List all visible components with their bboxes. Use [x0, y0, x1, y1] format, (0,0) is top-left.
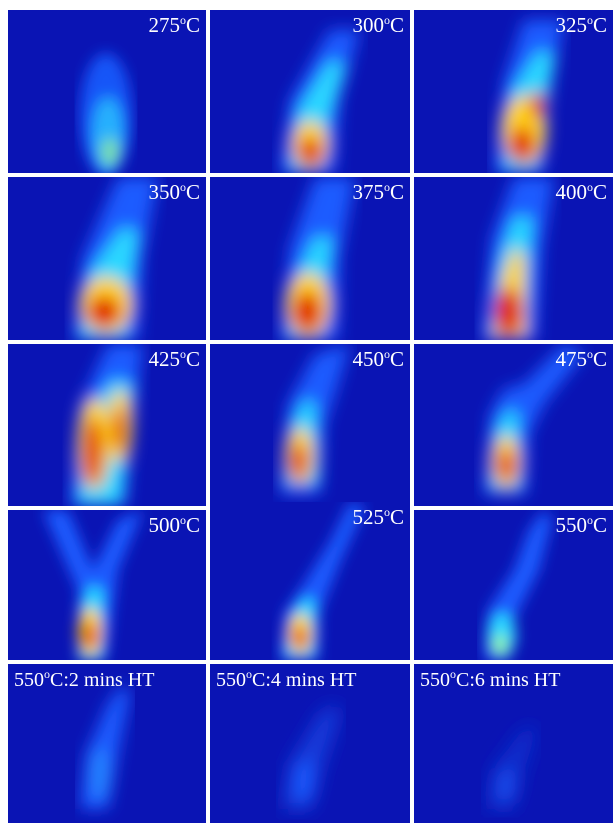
panel-550c-2-mins-ht: 550oC:2 mins HT: [8, 664, 206, 823]
heat-map-image: [482, 177, 554, 340]
temperature-label: 525oC: [352, 505, 404, 529]
temperature-label: 475oC: [555, 347, 607, 371]
temperature-label: 275oC: [148, 13, 200, 37]
panel-500c: 500oC: [8, 510, 206, 660]
heat-map-image: [486, 724, 536, 809]
panel-425c: 425oC: [8, 344, 206, 506]
heat-map-image: [494, 20, 564, 173]
heat-map-grid: 275oC 300oC 325oC: [8, 10, 613, 823]
panel-375c: 375oC: [210, 177, 410, 340]
temperature-label: 350oC: [148, 180, 200, 204]
panel-550c-4-mins-ht: 550oC:4 mins HT: [210, 664, 410, 823]
temperature-label: 500oC: [148, 513, 200, 537]
heat-map-image: [484, 344, 584, 494]
heat-map-image: [280, 502, 365, 660]
panel-525c: 525oC: [210, 502, 410, 660]
heat-map-image: [80, 684, 130, 809]
temperature-label: 450oC: [352, 347, 404, 371]
temperature-label: 550oC:6 mins HT: [420, 667, 561, 691]
panel-275c: 275oC: [8, 10, 206, 173]
heat-map-image: [280, 177, 355, 340]
panel-400c: 400oC: [414, 177, 613, 340]
panel-325c: 325oC: [414, 10, 613, 173]
temperature-label: 325oC: [555, 13, 607, 37]
panel-450c: 450oC: [210, 344, 410, 506]
temperature-label: 375oC: [352, 180, 404, 204]
panel-300c: 300oC: [210, 10, 410, 173]
heat-map-image: [43, 510, 143, 660]
panel-350c: 350oC: [8, 177, 206, 340]
heat-map-image: [484, 510, 552, 660]
temperature-label: 550oC: [555, 513, 607, 537]
panel-475c: 475oC: [414, 344, 613, 506]
heat-map-image: [73, 177, 158, 340]
temperature-label: 400oC: [555, 180, 607, 204]
temperature-label: 550oC:4 mins HT: [216, 667, 357, 691]
heat-map-image: [280, 344, 350, 494]
panel-550c-6-mins-ht: 550oC:6 mins HT: [414, 664, 613, 823]
heat-map-image: [80, 53, 132, 173]
temperature-label: 300oC: [352, 13, 404, 37]
heat-map-image: [282, 704, 340, 809]
temperature-label: 425oC: [148, 347, 200, 371]
temperature-label: 550oC:2 mins HT: [14, 667, 155, 691]
heat-map-image: [70, 344, 143, 506]
heat-map-image: [280, 30, 360, 173]
panel-550c: 550oC: [414, 510, 613, 660]
